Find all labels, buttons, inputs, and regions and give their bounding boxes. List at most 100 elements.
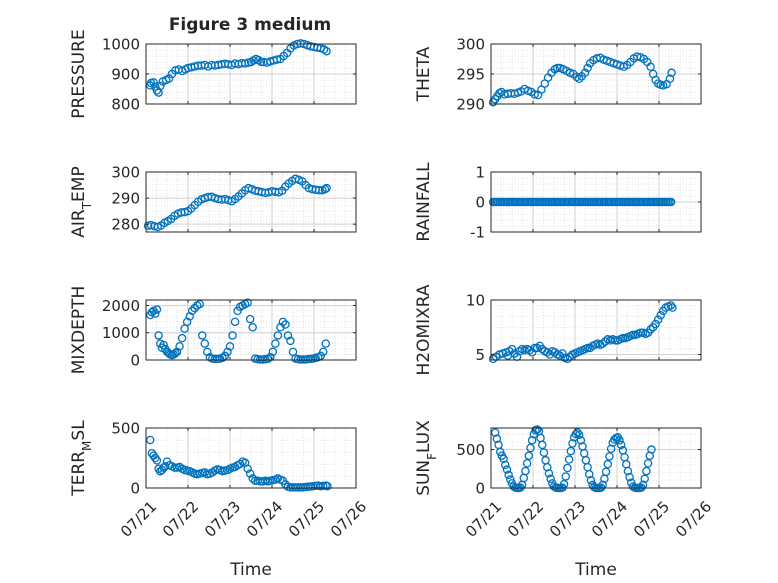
y-axis-label-subscript: M [80,441,94,451]
data-point [521,466,530,476]
x-axis-label: Time [229,560,272,580]
data-point [668,303,677,312]
y-axis-label-subscript: T [80,201,94,210]
series-markers [145,435,332,492]
grid-lines [145,171,357,233]
data-point [200,339,210,348]
data-point [574,74,584,84]
data-point [572,72,581,82]
series-markers [143,174,331,232]
data-point [145,435,155,445]
y-axis-label-main: MIXDEPTH [69,286,89,375]
data-point [271,339,280,348]
data-point [225,342,235,351]
data-point [522,459,532,468]
data-point [245,469,255,478]
data-point [152,305,162,314]
series-markers [145,298,331,364]
y-axis-label-rest: LUX [414,420,434,453]
data-point [243,464,252,474]
data-point [322,46,331,56]
data-point [566,446,576,456]
data-point [532,425,542,434]
data-point [506,475,515,484]
y-axis-label-main: TERR [69,451,89,497]
y-axis-label-main: PRESSURE [69,29,89,118]
data-point [600,337,610,346]
y-tick-label: 1 [475,164,485,182]
data-point [228,331,237,340]
data-point [525,345,534,355]
data-point [638,480,648,490]
y-axis-label-main: THETA [414,46,434,102]
data-point [230,317,240,327]
data-point [647,445,656,454]
data-point [286,336,295,346]
y-axis-label: H2OMIXRA [414,284,434,375]
data-point [667,68,676,78]
data-point [666,197,676,207]
data-point [490,428,500,437]
axes-box [145,171,357,233]
data-point [656,311,665,320]
data-point [268,347,278,357]
y-tick-label: 800 [111,96,140,114]
data-point [198,331,207,340]
y-tick-label: -1 [470,224,485,242]
y-axis-label-main: AIR [69,209,89,238]
data-point [218,353,227,363]
data-point [187,306,197,316]
data-point [646,62,655,72]
subplot-pressure: 800 900 1000 PRESSURE [69,29,357,119]
y-tick-label: 300 [111,164,140,182]
data-point [544,469,554,478]
grid-lines [490,428,702,489]
data-point [495,447,505,457]
y-axis-label: TERRMSL [69,420,94,497]
y-tick-label: 5 [475,346,485,364]
data-point [568,439,577,448]
data-point [640,474,649,484]
data-point [190,303,199,313]
y-tick-label: 280 [111,216,140,234]
data-point [645,451,655,460]
data-point [273,331,283,340]
y-tick-label: 0 [130,480,140,498]
y-axis-label-subscript: F [425,453,439,460]
data-point [177,333,187,343]
y-axis-label-rest: EMP [69,166,89,202]
subplot-mixdepth: 0 1000 2000 MIXDEPTH [69,286,357,375]
data-point [586,476,596,485]
data-point [580,68,590,78]
data-point [150,309,160,318]
axes-box [490,427,702,489]
y-axis-label: MIXDEPTH [69,286,89,375]
data-point [507,344,517,354]
data-point [530,90,539,99]
y-tick-label: 295 [456,66,485,84]
data-point [585,469,594,479]
data-point [527,348,537,357]
data-point [149,78,158,87]
y-tick-label: 500 [111,420,140,438]
y-tick-label: 0 [130,352,140,370]
data-point [583,63,592,73]
data-point [618,333,628,343]
data-point [526,443,535,453]
data-point [598,480,607,490]
data-point [318,347,328,357]
data-point [248,474,257,483]
subplot-rainfall: -1 0 1 RAINFALL [414,162,702,242]
data-point [254,55,263,65]
data-point [243,298,252,307]
data-point [558,349,567,358]
data-point [615,436,624,445]
series-markers [488,197,676,207]
data-point [321,339,331,348]
axes-box [145,427,357,489]
data-point [539,448,549,457]
data-point [524,451,534,460]
data-point [537,440,547,450]
